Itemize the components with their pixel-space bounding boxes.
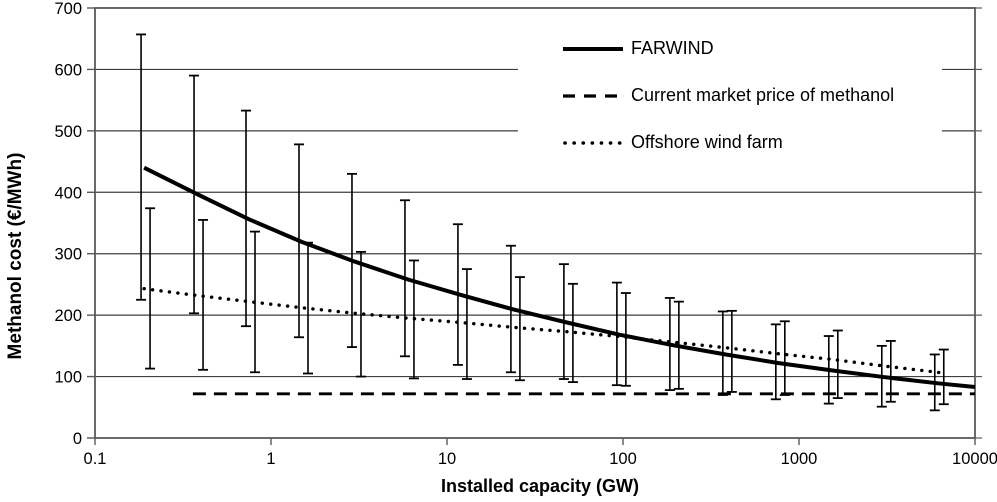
- plot-frame: [94, 7, 976, 439]
- legend-item-market-price: Current market price of methanol: [518, 72, 942, 119]
- x-tick-label: 10000: [952, 450, 997, 468]
- y-tick-label: 500: [54, 123, 82, 141]
- x-tick-label: 1: [266, 450, 275, 468]
- y-tick-label: 100: [54, 369, 82, 387]
- farwind-line: [143, 165, 976, 389]
- x-tick-label: 100: [609, 450, 637, 468]
- y-tick-label: 300: [54, 246, 82, 264]
- y-tick-label: 0: [73, 430, 82, 448]
- y-tick-label: 200: [54, 307, 82, 325]
- legend: FARWIND Current market price of methanol…: [518, 10, 942, 186]
- offshore-wind-line: [142, 287, 948, 376]
- legend-item-farwind: FARWIND: [518, 25, 942, 72]
- legend-label: Current market price of methanol: [631, 85, 895, 105]
- x-tick-label: 10: [438, 450, 456, 468]
- dotted-line-sample-icon: [563, 140, 624, 145]
- legend-item-offshore-wind: Offshore wind farm: [518, 119, 942, 166]
- solid-line-sample-icon: [563, 46, 623, 51]
- x-tick-label: 0.1: [84, 450, 107, 468]
- legend-label: FARWIND: [631, 38, 714, 58]
- x-tick-label: 1000: [781, 450, 818, 468]
- legend-label: Offshore wind farm: [631, 132, 783, 152]
- dashed-line-sample-icon: [563, 93, 623, 98]
- y-tick-label: 400: [54, 184, 82, 202]
- x-axis-title: Installed capacity (GW): [440, 476, 640, 496]
- y-axis-title: Methanol cost (€/MWh): [5, 152, 26, 360]
- y-tick-label: 700: [54, 0, 82, 18]
- y-tick-label: 600: [54, 61, 82, 79]
